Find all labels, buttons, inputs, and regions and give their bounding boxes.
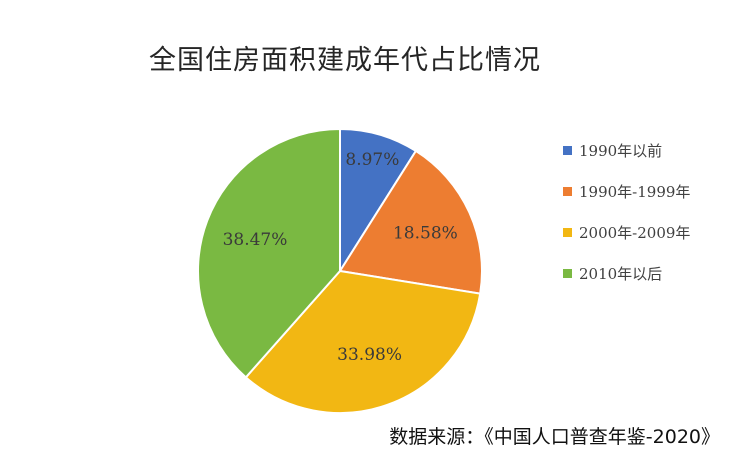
legend-label: 2010年以后 [579, 264, 663, 283]
legend-swatch [563, 145, 572, 155]
legend-swatch [563, 227, 572, 237]
legend: 1990年以前 1990年-1999年 2000年-2009年 2010年以后 [563, 140, 690, 304]
pie-slice [197, 127, 341, 379]
legend-item: 2000年-2009年 [563, 222, 690, 242]
pie-slice [339, 127, 418, 275]
legend-label: 2000年-2009年 [579, 223, 691, 242]
slice-data-label: 18.58% [393, 224, 458, 244]
data-source-note: 数据来源：《中国人口普查年鉴-2020》 [389, 426, 720, 448]
slice-data-label: 38.47% [223, 230, 288, 250]
legend-swatch [563, 186, 572, 196]
pie-slice [338, 149, 483, 295]
legend-item: 1990年-1999年 [563, 181, 690, 201]
legend-item: 1990年以前 [563, 140, 690, 160]
legend-swatch [563, 268, 572, 278]
pie-slice [244, 269, 482, 414]
legend-item: 2010年以后 [563, 263, 690, 283]
slice-data-label: 8.97% [345, 150, 399, 170]
legend-label: 1990年-1999年 [579, 182, 691, 201]
legend-label: 1990年以前 [579, 141, 663, 160]
chart-title: 全国住房面积建成年代占比情况 [149, 45, 541, 76]
slice-data-label: 33.98% [337, 345, 402, 365]
